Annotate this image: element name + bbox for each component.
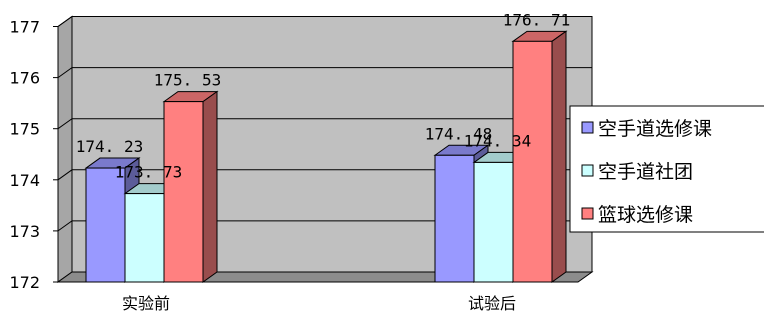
- y-tick-label: 172: [9, 273, 40, 292]
- y-tick-label: 173: [9, 222, 40, 241]
- y-tick-label: 176: [9, 69, 40, 88]
- bar-front: [163, 101, 204, 283]
- bar: [511, 30, 568, 283]
- data-label: 173. 73: [115, 163, 182, 182]
- bar-front: [434, 154, 475, 283]
- side-wall: [57, 15, 73, 283]
- data-label: 174. 23: [76, 137, 143, 156]
- legend-label: 空手道社团: [598, 161, 693, 183]
- legend: 空手道选修课 空手道社团 篮球选修课: [569, 105, 764, 233]
- legend-swatch: [581, 164, 594, 177]
- bar-front: [512, 40, 553, 283]
- y-tick-label: 175: [9, 120, 40, 139]
- gridlines: [57, 16, 592, 232]
- legend-box: [569, 105, 764, 233]
- bar-side: [202, 90, 218, 283]
- bar-front: [124, 193, 165, 283]
- legend-label: 篮球选修课: [598, 204, 693, 226]
- bars: [84, 30, 568, 283]
- bar-front: [85, 167, 126, 283]
- bar-side: [551, 30, 567, 283]
- legend-swatch: [581, 207, 594, 220]
- legend-label: 空手道选修课: [598, 118, 712, 140]
- gridline: [57, 67, 592, 79]
- data-label: 174. 34: [464, 131, 531, 150]
- bar: [162, 90, 219, 283]
- data-label: 175. 53: [154, 71, 221, 90]
- bar-front: [473, 161, 514, 283]
- x-category-label: 试验后: [468, 294, 516, 313]
- x-axis-category-labels: 实验前 试验后: [122, 294, 516, 313]
- y-tick-label: 174: [9, 171, 40, 190]
- gridline: [57, 169, 592, 181]
- data-label: 174. 48: [425, 124, 492, 143]
- gridline: [57, 16, 592, 27]
- x-category-label: 实验前: [122, 294, 170, 313]
- gridline: [57, 220, 592, 232]
- data-label: 176. 71: [503, 10, 570, 29]
- legend-swatch: [581, 121, 594, 134]
- y-axis-tick-labels: 172 173 174 175 176 177: [9, 18, 40, 293]
- y-tick-label: 177: [9, 18, 40, 37]
- gridline: [57, 118, 592, 130]
